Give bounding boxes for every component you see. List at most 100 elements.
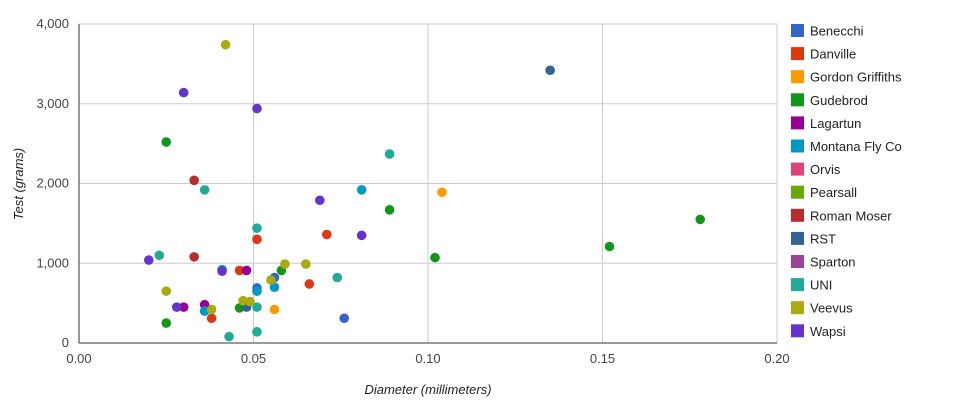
legend-item[interactable]: Roman Moser: [791, 208, 892, 223]
data-point[interactable]: [430, 252, 440, 263]
data-point[interactable]: [189, 252, 199, 262]
data-point[interactable]: [178, 87, 189, 98]
legend-swatch: [791, 47, 804, 61]
data-point[interactable]: [234, 265, 245, 276]
data-point[interactable]: [252, 103, 262, 114]
legend-swatch: [791, 208, 804, 222]
legend-item[interactable]: Lagartun: [791, 116, 861, 131]
legend-label: Roman Moser: [810, 208, 892, 223]
legend-label: Lagartun: [810, 116, 861, 131]
legend-swatch: [791, 70, 804, 84]
data-point[interactable]: [266, 275, 276, 285]
x-tick-label: 0.10: [415, 351, 440, 366]
legend-label: Veevus: [810, 301, 853, 316]
legend-swatch: [791, 301, 804, 315]
legend-label: RST: [810, 231, 836, 246]
legend-item[interactable]: Wapsi: [791, 324, 846, 339]
data-point[interactable]: [189, 175, 199, 186]
data-point[interactable]: [234, 303, 245, 313]
legend-item[interactable]: Gudebrod: [791, 93, 868, 108]
data-point[interactable]: [224, 331, 234, 342]
data-point[interactable]: [252, 223, 262, 233]
data-point[interactable]: [269, 304, 280, 315]
data-point[interactable]: [252, 302, 262, 312]
data-point[interactable]: [315, 195, 325, 206]
legend-swatch: [791, 255, 804, 268]
x-tick-label: 0.15: [590, 351, 615, 366]
data-point[interactable]: [161, 137, 172, 147]
data-points: [144, 39, 706, 342]
data-point[interactable]: [384, 205, 395, 215]
legend-label: Orvis: [810, 162, 841, 177]
data-point[interactable]: [238, 295, 248, 306]
legend-swatch: [791, 24, 804, 37]
legend: Benecchi Danville Gordon Griffiths Gudebrod…: [791, 24, 902, 339]
data-point[interactable]: [178, 302, 189, 312]
legend-item[interactable]: UNI: [791, 278, 832, 293]
data-point[interactable]: [161, 318, 172, 328]
data-point[interactable]: [241, 265, 252, 276]
data-point[interactable]: [252, 286, 262, 296]
data-point[interactable]: [206, 313, 217, 324]
data-point[interactable]: [304, 279, 315, 289]
data-point[interactable]: [437, 187, 447, 198]
data-point[interactable]: [252, 234, 262, 245]
legend-label: Danville: [810, 47, 856, 62]
legend-label: Montana Fly Co: [810, 139, 902, 154]
data-point[interactable]: [171, 302, 182, 312]
legend-swatch: [791, 162, 804, 176]
data-point[interactable]: [356, 185, 367, 195]
legend-item[interactable]: Orvis: [791, 162, 841, 177]
data-point[interactable]: [384, 149, 395, 159]
legend-label: UNI: [810, 278, 832, 293]
x-tick-label: 0.05: [241, 351, 266, 366]
data-point[interactable]: [269, 282, 280, 292]
x-axis-title: Diameter (millimeters): [364, 382, 491, 397]
data-point[interactable]: [356, 230, 367, 241]
legend-item[interactable]: Veevus: [791, 301, 853, 316]
legend-label: Pearsall: [810, 185, 857, 200]
grid: [79, 23, 778, 343]
data-point[interactable]: [154, 250, 165, 261]
legend-label: Gudebrod: [810, 93, 868, 108]
y-tick-label: 1,000: [36, 255, 69, 270]
legend-label: Gordon Griffiths: [810, 70, 902, 85]
legend-item[interactable]: Gordon Griffiths: [791, 70, 902, 85]
data-point[interactable]: [144, 255, 154, 265]
legend-swatch: [791, 93, 804, 107]
data-point[interactable]: [339, 313, 350, 324]
legend-item[interactable]: Sparton: [791, 255, 856, 270]
data-point[interactable]: [245, 296, 255, 307]
x-tick-label: 0.20: [764, 351, 789, 366]
data-point[interactable]: [199, 185, 210, 195]
data-point[interactable]: [332, 272, 343, 283]
legend-item[interactable]: RST: [791, 231, 836, 246]
data-point[interactable]: [545, 65, 555, 76]
y-axis-title: Test (grams): [11, 148, 26, 220]
data-point[interactable]: [280, 259, 290, 269]
legend-swatch: [791, 116, 804, 130]
data-point[interactable]: [321, 229, 332, 240]
data-point[interactable]: [252, 327, 262, 337]
x-tick-label: 0.00: [66, 351, 91, 366]
data-point[interactable]: [695, 214, 706, 225]
legend-swatch: [791, 278, 804, 292]
legend-label: Wapsi: [810, 324, 846, 339]
legend-item[interactable]: Danville: [791, 47, 856, 62]
y-tick-label: 3,000: [36, 96, 69, 111]
legend-swatch: [791, 139, 804, 153]
legend-item[interactable]: Pearsall: [791, 185, 857, 200]
data-point[interactable]: [604, 241, 615, 252]
legend-swatch: [791, 324, 804, 338]
data-point[interactable]: [206, 304, 217, 315]
legend-item[interactable]: Montana Fly Co: [791, 139, 902, 154]
data-point[interactable]: [217, 266, 227, 277]
y-tick-label: 2,000: [36, 176, 69, 191]
data-point[interactable]: [161, 286, 172, 296]
data-point[interactable]: [220, 39, 231, 50]
data-point[interactable]: [301, 259, 311, 269]
legend-label: Benecchi: [810, 24, 864, 39]
legend-swatch: [791, 185, 804, 199]
legend-item[interactable]: Benecchi: [791, 24, 864, 39]
